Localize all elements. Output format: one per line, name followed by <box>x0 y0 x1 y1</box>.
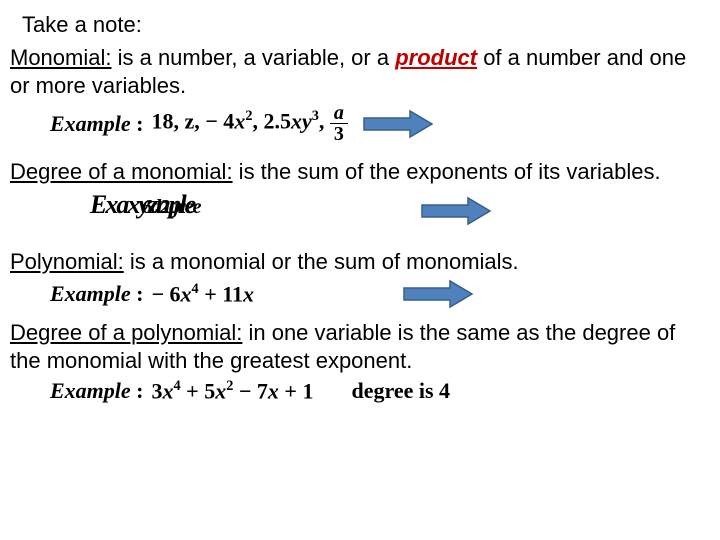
heading: Take a note: <box>10 12 710 38</box>
example-label: Example : <box>50 281 144 307</box>
example-expression: 18, z, − 4x2, 2.5xy3, a3 <box>152 103 348 144</box>
example-expression: 3x4 + 5x2 − 7x + 1 <box>152 378 314 404</box>
example-label: Example : <box>50 111 144 137</box>
definition-polynomial: Polynomial: is a monomial or the sum of … <box>10 248 710 276</box>
arrow-icon <box>420 196 492 232</box>
def-text: is a number, a variable, or a <box>111 45 395 70</box>
product-word: product <box>395 45 477 70</box>
term-degree-monomial: Degree of a monomial: <box>10 159 233 184</box>
def-text: is the sum of the exponents of its varia… <box>233 159 661 184</box>
example-2-overlapped: Exaxyznple 6d2gree <box>90 190 710 238</box>
example-label: Example : <box>50 378 144 404</box>
term-degree-polynomial: Degree of a polynomial: <box>10 320 242 345</box>
term-polynomial: Polynomial: <box>10 249 124 274</box>
example-expression: − 6x4 + 11x <box>152 281 255 307</box>
overlapped-text: Exaxyznple 6d2gree <box>90 190 194 220</box>
example-3: Example : − 6x4 + 11x <box>50 279 710 309</box>
arrow-icon <box>402 279 474 309</box>
degree-result: degree is 4 <box>351 378 450 404</box>
definition-degree-monomial: Degree of a monomial: is the sum of the … <box>10 158 710 186</box>
definition-degree-polynomial: Degree of a polynomial: in one variable … <box>10 319 710 374</box>
example-1: Example : 18, z, − 4x2, 2.5xy3, a3 <box>50 103 710 144</box>
term-monomial: Monomial: <box>10 45 111 70</box>
definition-monomial: Monomial: is a number, a variable, or a … <box>10 44 710 99</box>
arrow-icon <box>362 109 434 139</box>
def-text: is a monomial or the sum of monomials. <box>124 249 519 274</box>
example-4: Example : 3x4 + 5x2 − 7x + 1 degree is 4 <box>50 378 710 404</box>
